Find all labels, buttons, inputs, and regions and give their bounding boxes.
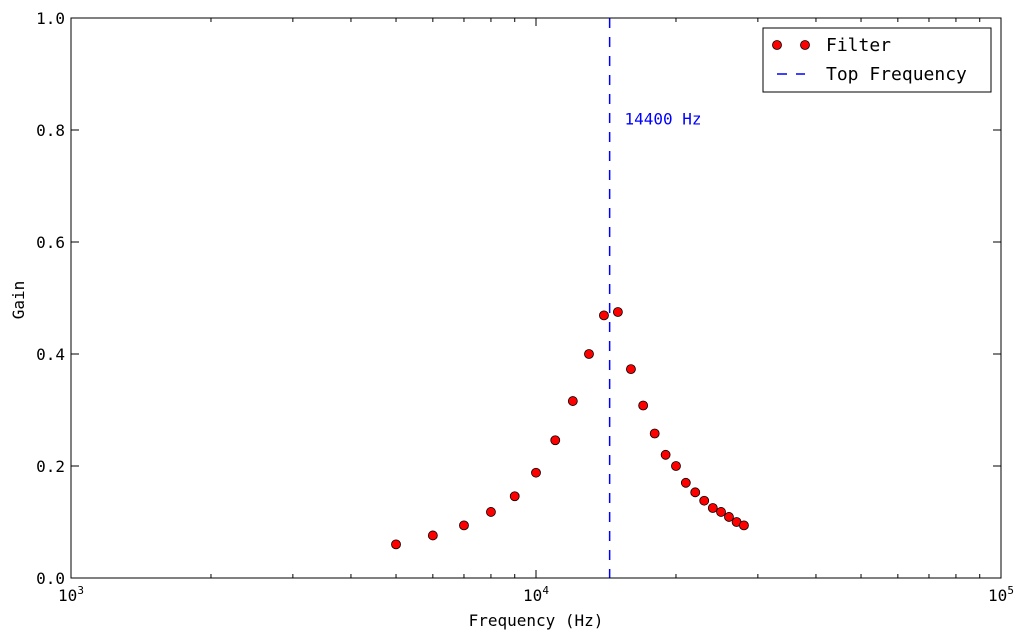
filter-point [459, 520, 469, 531]
filter-point [638, 400, 649, 411]
y-tick-label: 0.0 [36, 569, 65, 588]
filter-point [690, 487, 701, 498]
filter-point [391, 539, 401, 550]
y-tick-label: 0.6 [36, 233, 65, 252]
filter-point [680, 477, 691, 488]
top-frequency-annotation: 14400 Hz [625, 109, 702, 128]
filter-point [531, 467, 541, 478]
legend-top-frequency-label: Top Frequency [826, 64, 967, 85]
legend-filter-marker [800, 40, 810, 50]
y-axis-label: Gain [9, 281, 28, 320]
y-tick-label: 0.4 [36, 345, 65, 364]
filter-point [567, 396, 578, 406]
filter-point [699, 495, 710, 506]
legend: Filter Top Frequency [762, 27, 992, 93]
filter-point [649, 428, 660, 439]
x-tick-label: 103 [58, 584, 84, 605]
filter-point [599, 310, 609, 321]
x-tick-label: 105 [988, 584, 1014, 605]
filter-point [626, 364, 636, 375]
legend-filter-marker [772, 40, 782, 50]
y-tick-label: 0.2 [36, 457, 65, 476]
x-axis-label: Frequency (Hz) [469, 611, 604, 630]
filter-point [707, 503, 718, 513]
filter-point [612, 307, 623, 317]
filter-point [509, 491, 520, 502]
plot-area [71, 18, 1001, 578]
filter-point [724, 512, 734, 522]
filter-point [739, 520, 749, 531]
filter-point [427, 530, 438, 541]
filter-point [486, 507, 496, 517]
filter-point [660, 449, 671, 460]
y-tick-label: 0.8 [36, 121, 65, 140]
filter-point [550, 435, 561, 446]
plot-frame [70, 17, 1002, 579]
filter-point [584, 349, 594, 359]
filter-point [671, 461, 681, 471]
y-tick-label: 1.0 [36, 9, 65, 28]
legend-filter-label: Filter [826, 35, 891, 56]
x-tick-label: 104 [523, 584, 549, 605]
filter-series [391, 307, 749, 550]
filter-point [716, 507, 726, 517]
legend-box [762, 27, 992, 93]
